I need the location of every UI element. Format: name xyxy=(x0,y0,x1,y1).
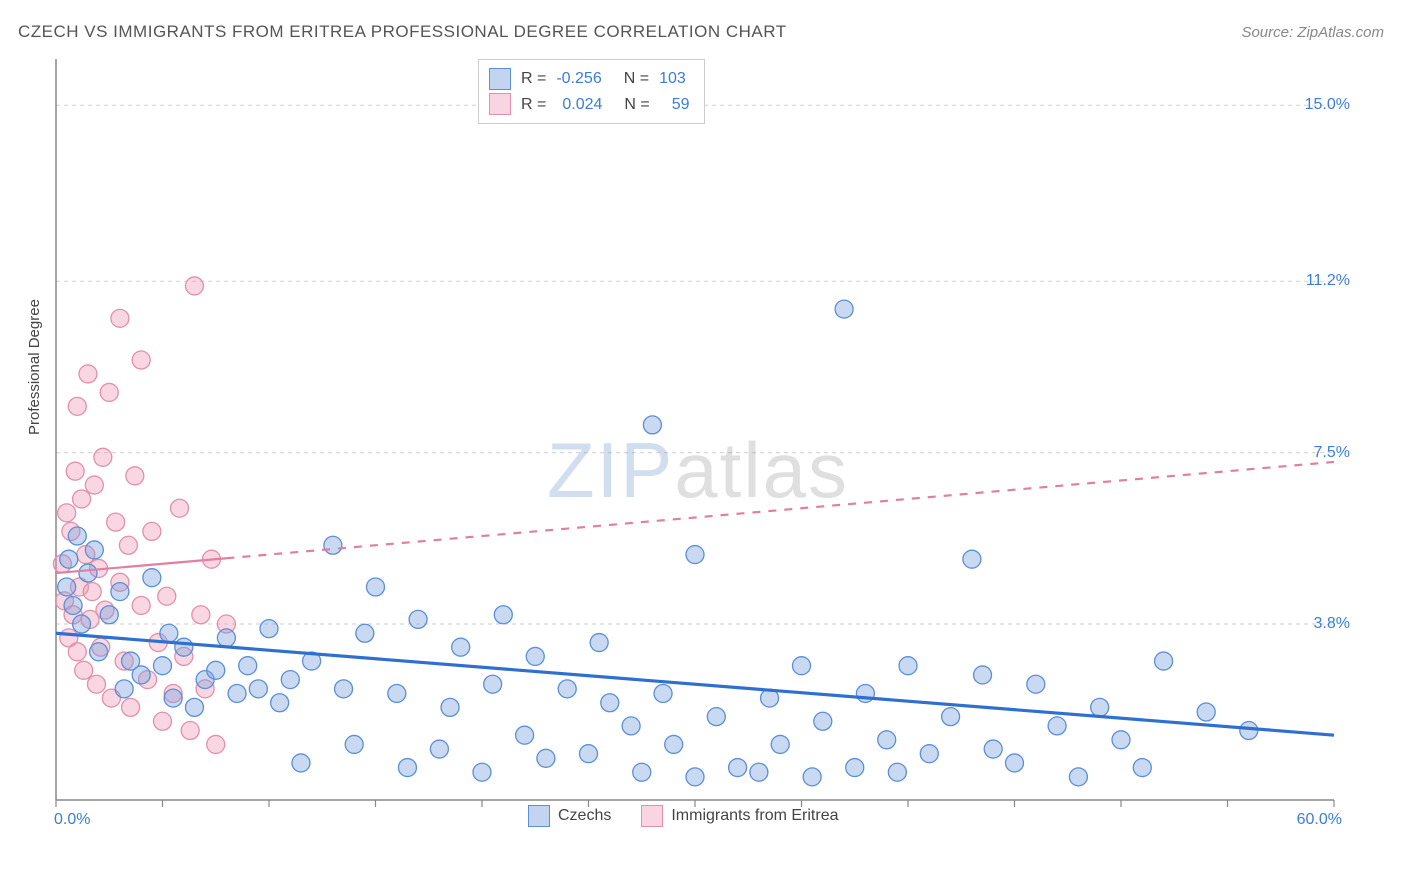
chart-container: Professional Degree ZIPatlas R = -0.256 … xyxy=(48,55,1348,825)
series-legend: Czechs Immigrants from Eritrea xyxy=(528,805,839,827)
n-value-czechs: 103 xyxy=(659,66,686,92)
y-tick-label: 3.8% xyxy=(1314,615,1350,633)
source-attribution: Source: ZipAtlas.com xyxy=(1241,24,1384,41)
legend-item-czechs: Czechs xyxy=(528,805,611,827)
r-value-eritrea: 0.024 xyxy=(562,92,602,118)
correlation-legend: R = -0.256 N = 103 R = 0.024 N = 59 xyxy=(478,59,705,124)
y-axis-label: Professional Degree xyxy=(26,299,43,435)
y-tick-label: 15.0% xyxy=(1305,96,1350,114)
legend-label-eritrea: Immigrants from Eritrea xyxy=(671,807,838,825)
swatch-blue-icon xyxy=(528,805,550,827)
n-value-eritrea: 59 xyxy=(672,92,690,118)
r-label: R = xyxy=(521,66,546,92)
x-axis-origin-label: 0.0% xyxy=(54,811,90,829)
r-label: R = xyxy=(521,92,546,118)
n-label: N = xyxy=(624,66,649,92)
legend-row-eritrea: R = 0.024 N = 59 xyxy=(489,92,690,118)
legend-item-eritrea: Immigrants from Eritrea xyxy=(641,805,838,827)
y-tick-label: 11.2% xyxy=(1306,272,1350,290)
legend-label-czechs: Czechs xyxy=(558,807,611,825)
r-value-czechs: -0.256 xyxy=(556,66,601,92)
y-tick-label: 7.5% xyxy=(1314,444,1350,462)
swatch-pink-icon xyxy=(641,805,663,827)
swatch-blue-icon xyxy=(489,68,511,90)
chart-title: CZECH VS IMMIGRANTS FROM ERITREA PROFESS… xyxy=(18,22,787,42)
legend-row-czechs: R = -0.256 N = 103 xyxy=(489,66,690,92)
swatch-pink-icon xyxy=(489,93,511,115)
scatter-plot xyxy=(48,55,1348,825)
x-axis-max-label: 60.0% xyxy=(1297,811,1342,829)
n-label: N = xyxy=(624,92,649,118)
